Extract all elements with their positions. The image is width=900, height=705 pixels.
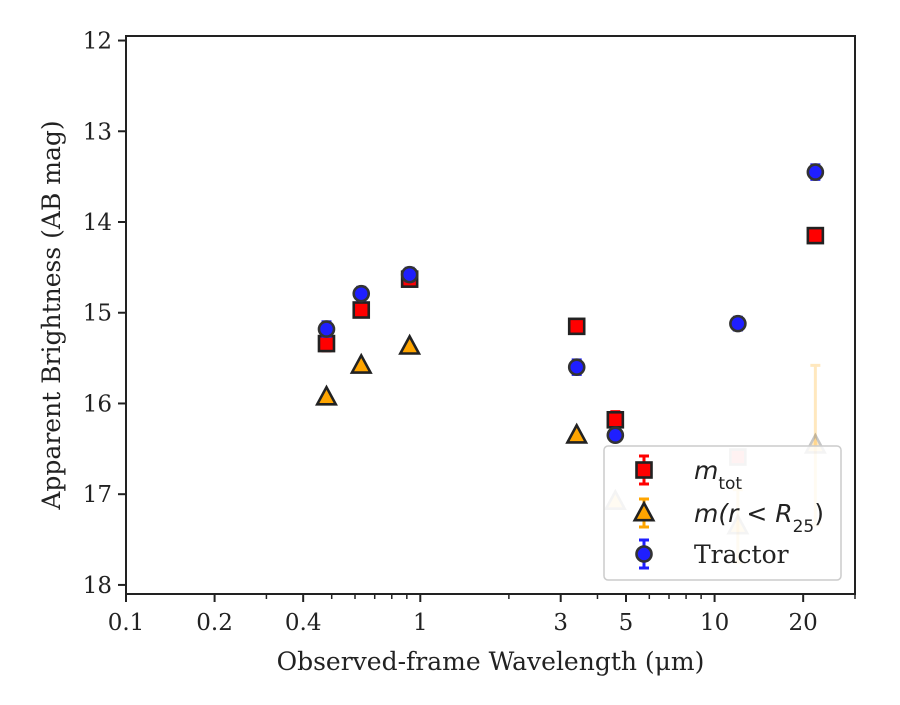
series-1-point-5 <box>606 410 625 429</box>
series-3-point-1 <box>317 320 336 338</box>
series-3-point-4 <box>567 358 586 376</box>
series-1-point-2 <box>352 301 371 319</box>
legend-label-1-subscript: tot <box>718 474 742 494</box>
x-tick-label-8: 20 <box>789 610 818 636</box>
series-3-point-2 <box>352 284 371 303</box>
x-tick-label-7: 10 <box>700 610 729 636</box>
series-2-point-3 <box>398 333 422 355</box>
series-2-point-4 <box>565 422 589 444</box>
legend: mtot m(r < R25) Tractor <box>603 445 842 581</box>
legend-label-2-main: m(r < R <box>694 499 793 528</box>
legend-label-2: m(r < R25) <box>694 499 824 537</box>
x-tick-label-5: 3 <box>553 610 568 636</box>
plot-frame <box>125 35 856 595</box>
series-3-point-3 <box>400 265 419 284</box>
y-tick-label-3: 14 <box>83 210 112 236</box>
legend-label-1: mtot <box>694 456 742 494</box>
legend-label-3: Tractor <box>694 540 789 569</box>
series-3-point-6 <box>729 314 747 333</box>
y-tick-label-1: 12 <box>83 29 112 55</box>
y-tick-label-2: 13 <box>83 119 112 145</box>
legend-label-2-tail: ) <box>814 499 824 528</box>
series-1-point-1 <box>317 334 336 353</box>
series-2-point-1 <box>315 384 338 406</box>
legend-marker-2 <box>632 500 656 522</box>
legend-label-2-subscript: 25 <box>793 517 815 537</box>
x-tick-label-6: 5 <box>619 610 634 636</box>
series-3-point-5 <box>606 426 625 445</box>
x-tick-label-2: 0.2 <box>196 610 233 636</box>
legend-box <box>603 445 842 581</box>
series-2-point-2 <box>349 352 373 374</box>
series-3-point-7 <box>806 163 825 181</box>
x-axis-label: Observed-frame Wavelength (μm) <box>277 647 705 676</box>
legend-marker-1 <box>635 461 653 479</box>
y-tick-label-7: 18 <box>83 573 112 599</box>
legend-marker-3 <box>635 545 653 563</box>
axes-layer: 0.1 0.2 0.4 1 3 5 10 2012131415161718Observed-f… <box>37 29 856 676</box>
y-tick-label-6: 17 <box>83 482 112 508</box>
legend-label-1-main: m <box>694 456 718 485</box>
y-tick-label-4: 15 <box>83 301 112 327</box>
series-1-point-7 <box>806 226 825 245</box>
x-tick-label-1: 0.1 <box>108 610 145 636</box>
y-tick-label-5: 16 <box>83 391 112 417</box>
series-1-point-4 <box>567 317 586 336</box>
x-tick-label-3: 0.4 <box>285 610 322 636</box>
y-axis-label: Apparent Brightness (AB mag) <box>37 120 66 510</box>
x-tick-label-4: 1 <box>413 610 428 636</box>
